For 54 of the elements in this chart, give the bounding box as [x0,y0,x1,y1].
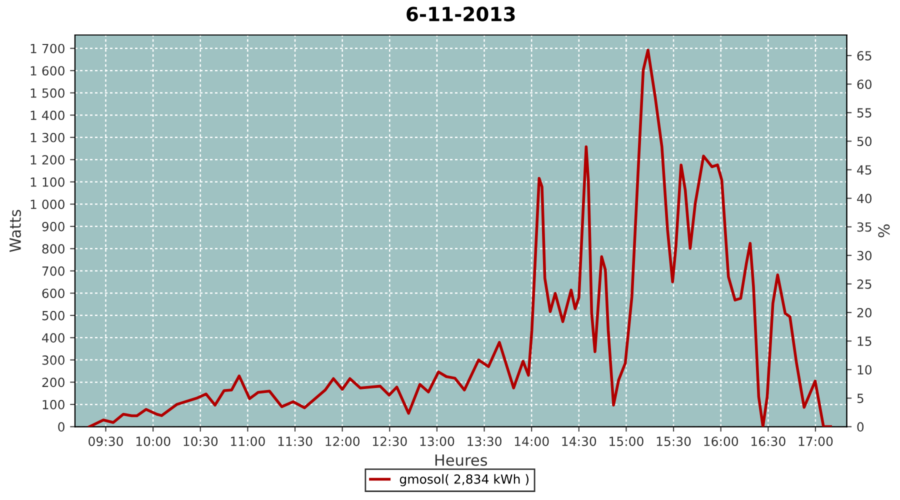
y-tick-label: 1 600 [30,66,64,76]
x-tick-label: 12:30 [373,436,407,446]
y-tick-label: 200 [42,378,64,388]
x-tick-label: 16:00 [704,436,738,446]
x-tick-label: 12:00 [326,436,360,446]
y-tick-label: 1 200 [30,155,64,165]
y-tick-label: 1 100 [30,177,64,187]
x-tick-label: 11:30 [278,436,312,446]
y-tick-label: 1 400 [30,110,64,120]
y-tick-label: 400 [42,333,64,343]
y-tick-label: 600 [42,288,64,298]
x-axis-title: Heures [435,454,488,466]
x-tick-label: 10:30 [184,436,218,446]
y2-tick-label: 10 [858,365,872,375]
y2-tick-label: 40 [857,194,872,204]
y2-tick-label: 50 [857,136,872,146]
y-tick-label: 800 [42,244,64,254]
y2-axis-title: % [878,224,890,238]
y-tick-label: 1 500 [30,88,64,98]
y2-tick-label: 5 [857,394,864,404]
x-tick-label: 10:00 [136,436,170,446]
line-series [88,48,832,427]
y2-tick-label: 30 [857,250,872,260]
y2-tick-label: 45 [857,165,872,175]
y-tick-label: 100 [42,400,64,410]
x-tick-label: 14:00 [514,436,549,446]
y-tick-label: 1 700 [30,44,64,54]
y-tick-label: 900 [42,222,64,232]
y2-tick-label: 15 [858,336,872,346]
x-tick-label: 11:00 [231,436,265,446]
x-tick-label: 14:30 [562,436,596,446]
x-tick-label: 13:00 [420,436,454,446]
y2-tick-label: 55 [857,108,872,118]
y-tick-label: 1 300 [30,132,64,142]
legend-label: gmosol( 2,834 kWh ) [400,474,528,486]
x-tick-label: 17:00 [798,436,833,446]
y-axis-title: Watts [10,210,21,252]
x-tick-label: 15:30 [656,436,691,446]
y-tick-label: 0 [58,422,64,432]
y-tick-label: 300 [42,355,64,365]
x-tick-label: 09:30 [88,436,123,446]
y-tick-label: 700 [42,266,64,276]
y-tick-label: 500 [42,310,64,320]
chart-title: 6-11-2013 [406,6,515,22]
y2-tick-label: 35 [857,222,872,232]
y2-tick-label: 0 [857,422,864,432]
x-tick-label: 16:30 [752,436,786,446]
y2-tick-label: 65 [857,51,872,60]
x-tick-label: 13:30 [468,436,502,446]
y-tick-label: 1 000 [30,200,64,210]
x-tick-label: 15:00 [610,436,644,446]
y2-tick-label: 25 [857,279,872,289]
y2-tick-label: 20 [857,308,872,318]
y2-tick-label: 60 [857,80,872,90]
